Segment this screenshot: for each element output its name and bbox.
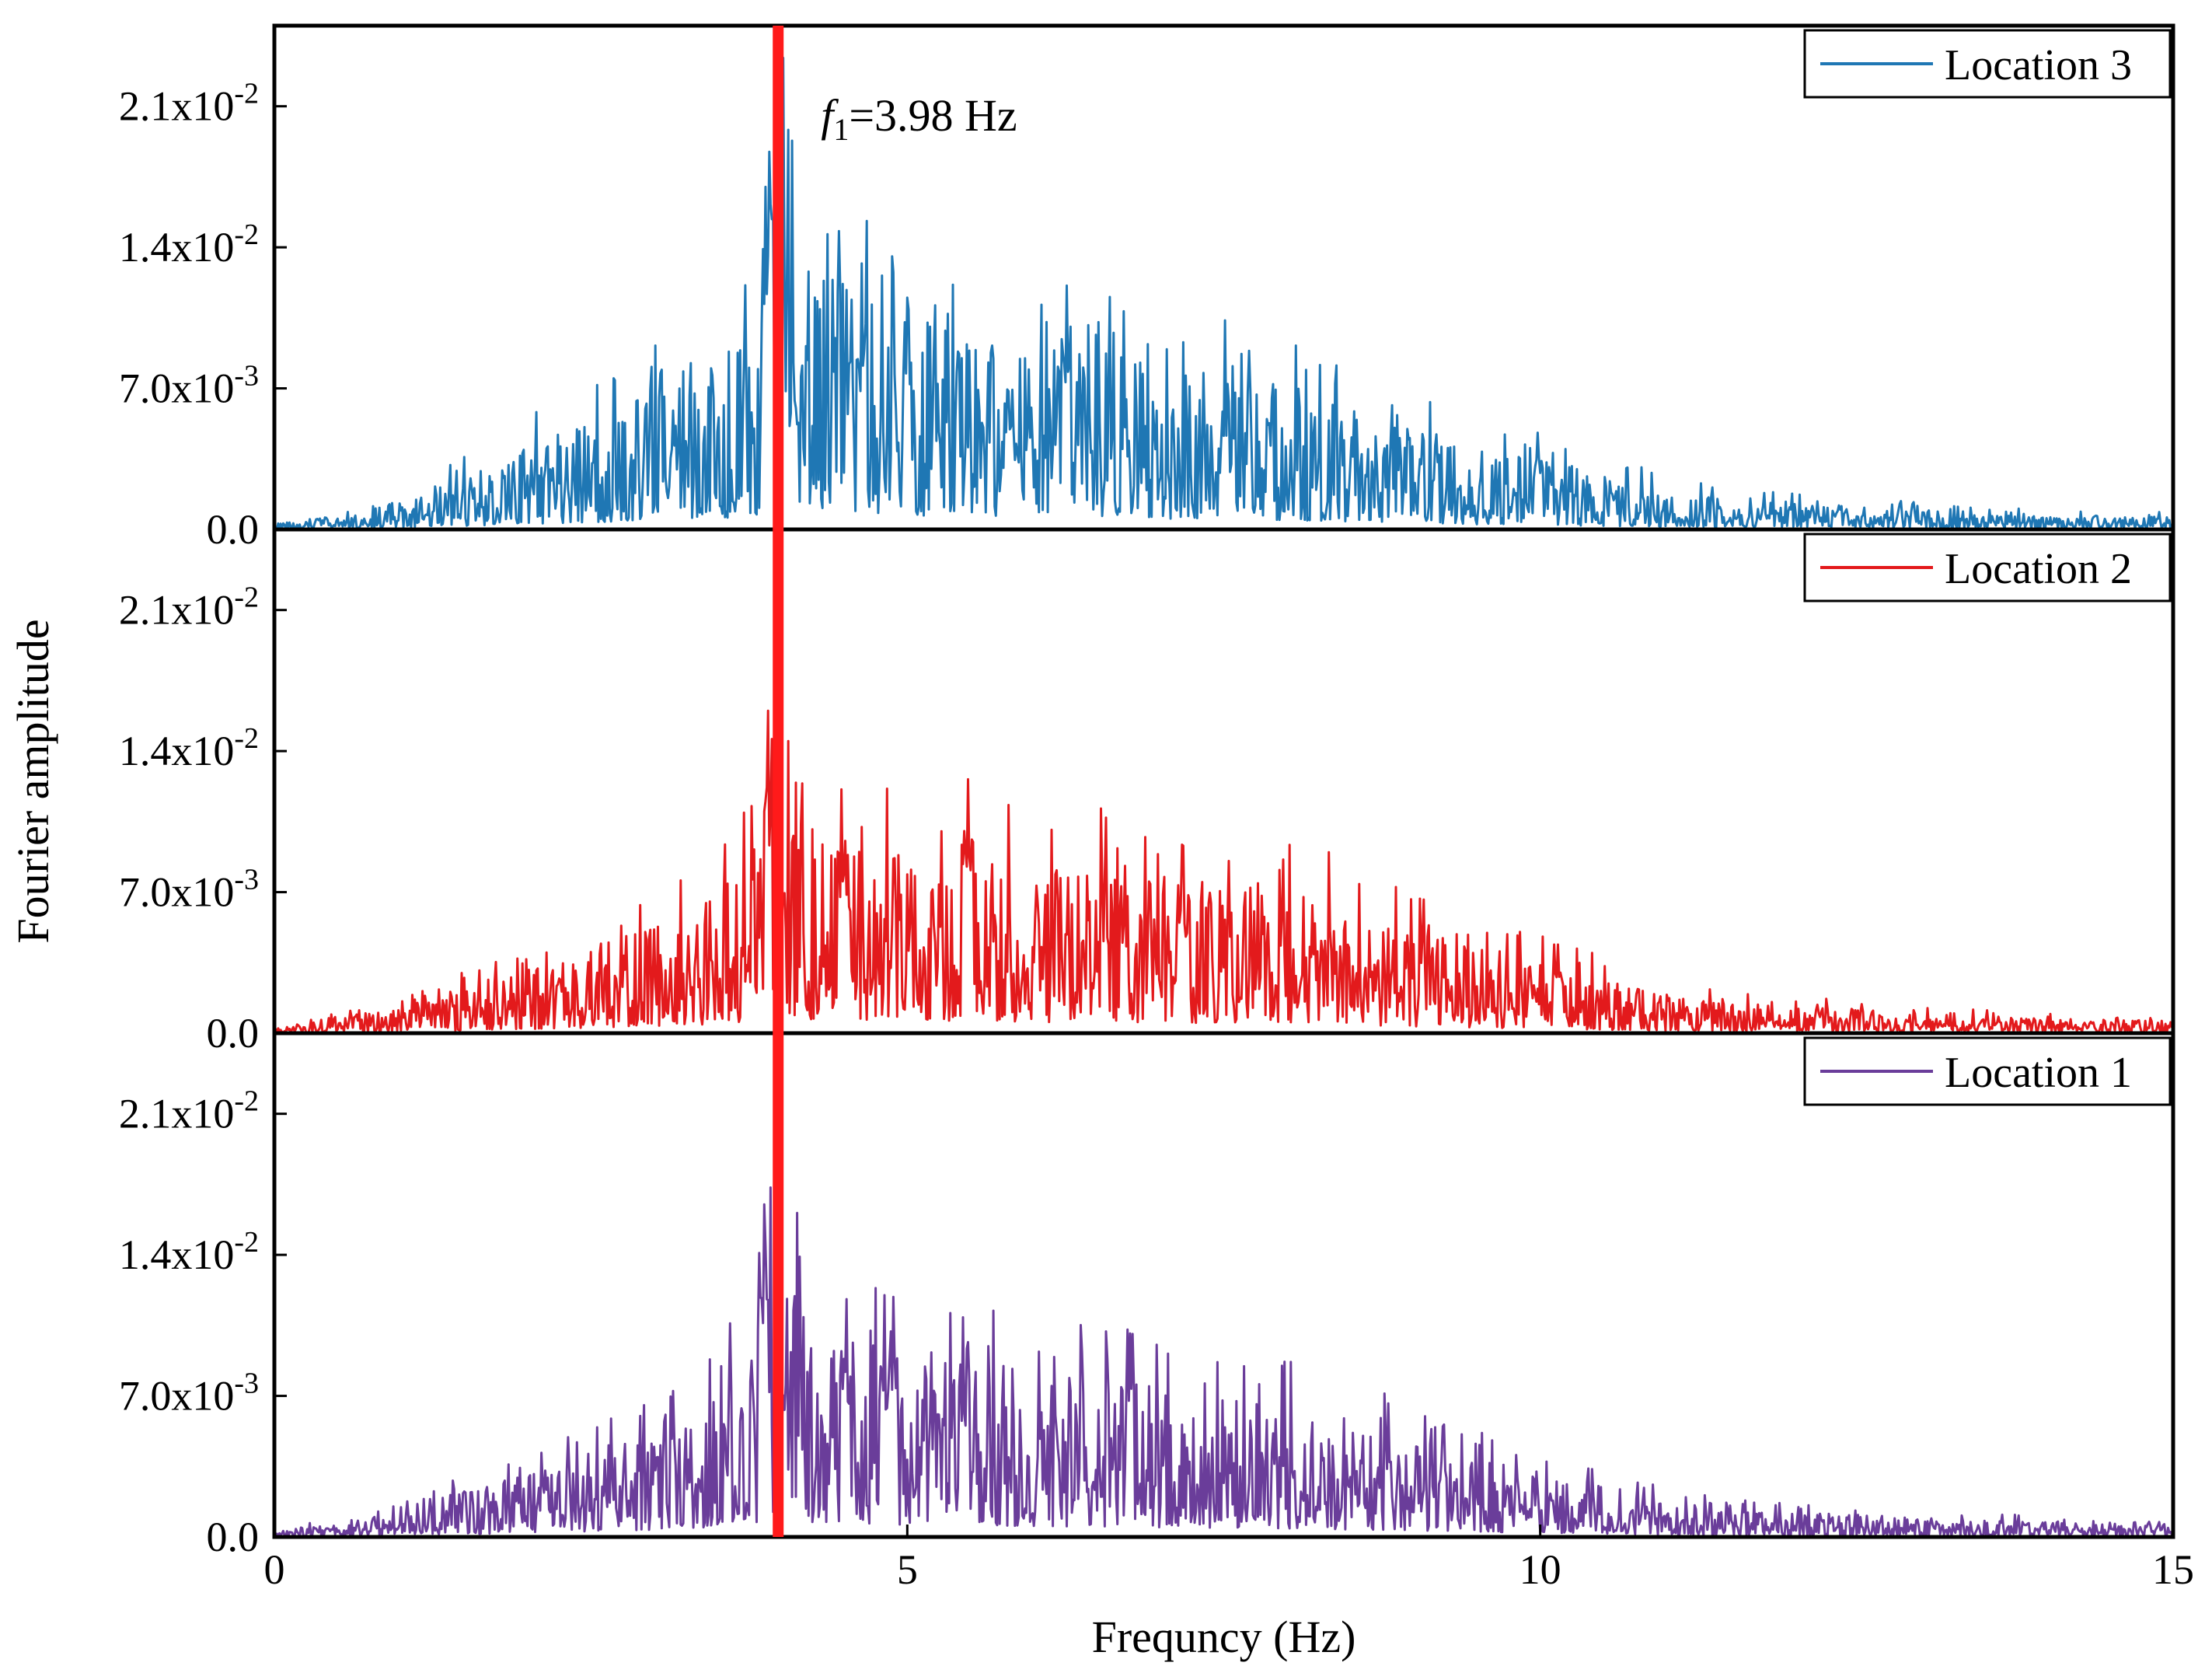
x-tick-label: 0 (264, 1546, 285, 1593)
f1-annotation: f1=3.98 Hz (821, 90, 1017, 147)
series-line-1 (274, 57, 2174, 530)
y-tick-label: 2.1x10-2 (119, 78, 259, 130)
panel-location-2: 0.0 7.0x10-3 1.4x10-2 2.1x10-2 Location 2 (119, 527, 2175, 1057)
series-line-3 (273, 1183, 2175, 1538)
y-tick-label: 1.4x10-2 (119, 218, 259, 271)
y-tick-label: 0.0 (207, 506, 260, 553)
y-tick-label: 7.0x10-3 (119, 864, 259, 916)
panel-frame (272, 1031, 2175, 1539)
y-tick-label: 7.0x10-3 (119, 1367, 259, 1420)
y-axis-title: Fourier amplitude (8, 619, 58, 943)
x-tick-label: 5 (897, 1546, 918, 1593)
y-tick-label: 2.1x10-2 (119, 1085, 259, 1137)
y-tick-label: 0.0 (207, 1514, 260, 1560)
y-tick-label: 2.1x10-2 (119, 582, 259, 634)
x-axis-title: Frequncy (Hz) (1092, 1612, 1356, 1662)
series-line-2 (273, 709, 2175, 1034)
y-tick-label: 1.4x10-2 (119, 1226, 259, 1278)
legend-label: Location 1 (1945, 1049, 2132, 1097)
y-tick-label: 7.0x10-3 (119, 360, 259, 412)
panel-location-3: 0.0 7.0x10-3 1.4x10-2 2.1x10-2 Location 3 (119, 23, 2175, 553)
legend-label: Location 3 (1945, 41, 2132, 89)
x-tick-label: 10 (1519, 1546, 1561, 1593)
y-tick-label: 1.4x10-2 (119, 722, 259, 774)
legend-label: Location 2 (1945, 545, 2132, 593)
y-tick-label: 0.0 (207, 1010, 260, 1057)
x-tick-label: 15 (2152, 1546, 2194, 1593)
panel-location-1: 0.0 7.0x10-3 1.4x10-2 2.1x10-2 Location 1 (119, 1031, 2175, 1560)
